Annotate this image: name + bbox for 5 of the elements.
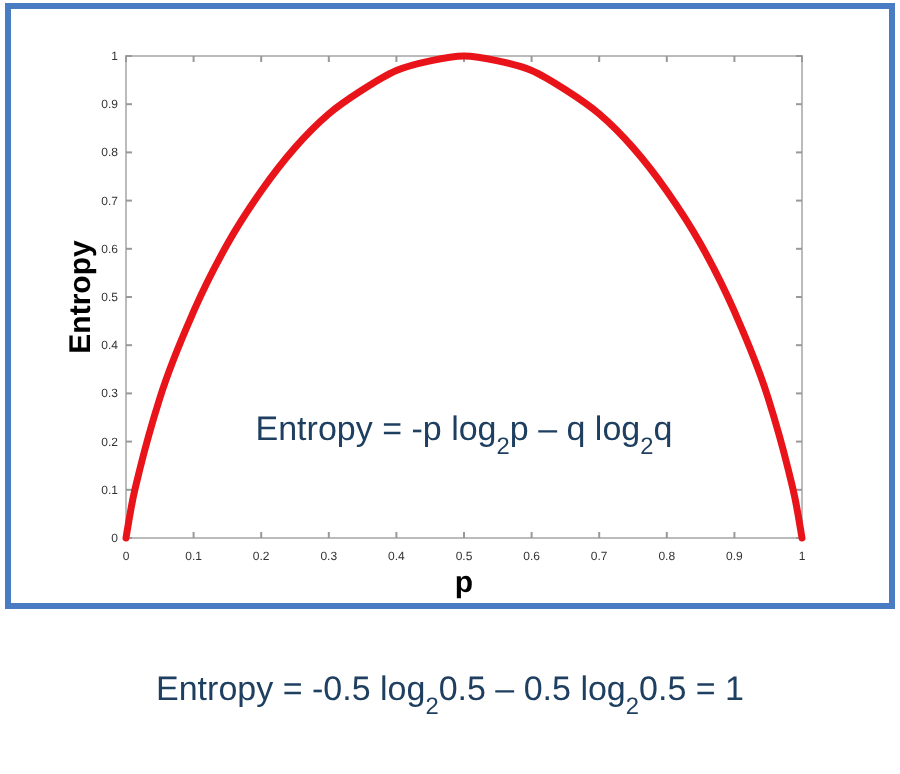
line-series [122,52,806,542]
y-axis-title: Entropy [64,239,98,354]
x-axis-title: p [454,566,474,600]
text: Entropy = -0.5 log$_{2}$0.5 – 0.5 log$_{2}$0.5 = 1 [156,670,744,720]
annotation: Entropy = -p log$_{2}$p – q log$_{2}$q [255,410,673,460]
